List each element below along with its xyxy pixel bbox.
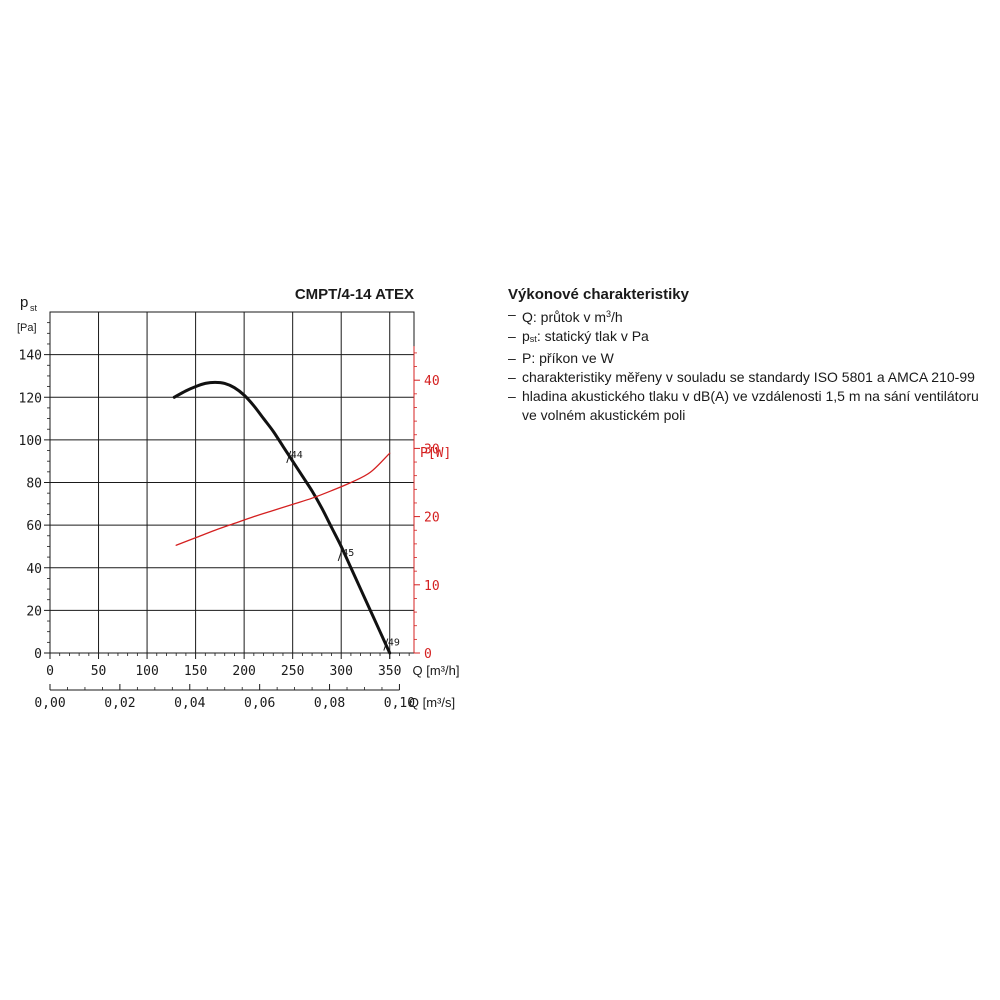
x-tick-label: 300 <box>329 664 352 679</box>
right-tick-label: 30 <box>424 442 440 457</box>
chart-grid <box>44 311 420 691</box>
legend-item-power: – P: příkon ve W <box>508 350 614 366</box>
secondary-x-tick-label: 0,02 <box>104 696 135 711</box>
y-tick-label: 20 <box>26 604 42 619</box>
y-tick-label: 120 <box>19 391 42 406</box>
legend-dash: – <box>508 369 516 385</box>
secondary-x-tick-label: 0,06 <box>244 696 275 711</box>
secondary-x-axis-label: Q [m³/s] <box>409 695 455 710</box>
y-tick-label: 80 <box>26 477 42 492</box>
legend-item-noise: – hladina akustického tlaku v dB(A) ve v… <box>508 388 979 423</box>
legend-item-static-pressure: – pst: statický tlak v Pa <box>508 327 993 349</box>
db-level-label: 44 <box>291 450 303 461</box>
y-tick-label: 100 <box>19 434 42 449</box>
db-level-label: 49 <box>388 637 400 648</box>
x-tick-label: 100 <box>135 664 158 679</box>
performance-chart: 0 50 100 150 200 250 300 350 Q [m³/h]02040608010… <box>17 286 459 711</box>
secondary-x-tick-label: 0,00 <box>34 696 65 711</box>
y-tick-label: 60 <box>26 519 42 534</box>
y-axis-symbol: p <box>20 294 28 311</box>
legend-dash: – <box>508 328 516 344</box>
y-axis-unit: [Pa] <box>17 322 37 334</box>
y-axis-symbol-sub: st <box>30 303 38 313</box>
chart-curves <box>172 380 392 655</box>
legend-item-flow: – Q: průtok v m3/h <box>508 306 623 325</box>
right-tick-label: 10 <box>424 579 440 594</box>
right-tick-label: 40 <box>424 374 440 389</box>
x-tick-label: 150 <box>184 664 207 679</box>
chart-labels: 0 50 100 150 200 250 300 350 Q [m³/h]02040608010… <box>17 286 459 711</box>
legend-dash: – <box>508 306 516 322</box>
db-marker <box>286 450 292 464</box>
secondary-x-tick-label: 0,04 <box>174 696 205 711</box>
power-curve <box>175 452 391 546</box>
y-tick-label: 40 <box>26 562 42 577</box>
y-tick-label: 140 <box>19 349 42 364</box>
legend-dash: – <box>508 388 516 404</box>
right-axis-label: P[W] <box>420 446 451 461</box>
db-level-label: 45 <box>342 548 354 559</box>
x-tick-label: 0 <box>46 664 54 679</box>
x-tick-label: 200 <box>232 664 255 679</box>
secondary-x-tick-label: 0,10 <box>384 696 415 711</box>
x-axis-label: Q [m³/h] <box>413 663 460 678</box>
right-tick-label: 0 <box>424 647 432 662</box>
y-tick-label: 0 <box>34 647 42 662</box>
db-marker <box>383 638 389 651</box>
pressure-curve <box>172 380 392 655</box>
legend-item-standards: – charakteristiky měřeny v souladu se st… <box>508 369 975 385</box>
legend-panel: Výkonové charakteristiky – Q: průtok v m… <box>508 285 993 425</box>
x-tick-label: 50 <box>91 664 107 679</box>
chart-title: CMPT/4-14 ATEX <box>295 286 414 303</box>
right-tick-label: 20 <box>424 511 440 526</box>
legend-dash: – <box>508 350 516 366</box>
db-marker <box>337 548 343 562</box>
legend-title: Výkonové charakteristiky <box>508 286 689 303</box>
x-tick-label: 350 <box>378 664 401 679</box>
secondary-x-tick-label: 0,08 <box>314 696 345 711</box>
x-tick-label: 250 <box>281 664 304 679</box>
